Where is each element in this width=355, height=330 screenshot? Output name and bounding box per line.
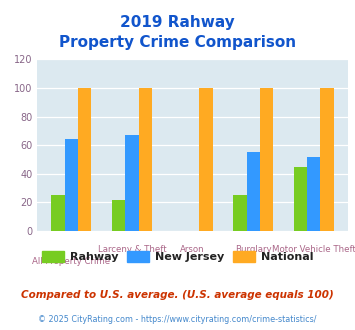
Bar <box>199 88 213 231</box>
Bar <box>51 195 65 231</box>
Bar <box>65 140 78 231</box>
Bar <box>307 157 321 231</box>
Bar <box>139 88 152 231</box>
Text: Property Crime Comparison: Property Crime Comparison <box>59 35 296 50</box>
Bar <box>233 195 246 231</box>
Legend: Rahway, New Jersey, National: Rahway, New Jersey, National <box>37 247 318 267</box>
Bar <box>246 152 260 231</box>
Text: Compared to U.S. average. (U.S. average equals 100): Compared to U.S. average. (U.S. average … <box>21 290 334 300</box>
Text: Burglary: Burglary <box>235 245 272 254</box>
Bar <box>260 88 273 231</box>
Bar <box>321 88 334 231</box>
Bar <box>125 135 139 231</box>
Bar <box>294 167 307 231</box>
Text: © 2025 CityRating.com - https://www.cityrating.com/crime-statistics/: © 2025 CityRating.com - https://www.city… <box>38 315 317 324</box>
Bar <box>78 88 91 231</box>
Text: All Property Crime: All Property Crime <box>32 257 110 266</box>
Text: Larceny & Theft: Larceny & Theft <box>98 245 166 254</box>
Bar <box>112 200 125 231</box>
Text: 2019 Rahway: 2019 Rahway <box>120 15 235 30</box>
Text: Motor Vehicle Theft: Motor Vehicle Theft <box>272 245 355 254</box>
Text: Arson: Arson <box>180 245 205 254</box>
